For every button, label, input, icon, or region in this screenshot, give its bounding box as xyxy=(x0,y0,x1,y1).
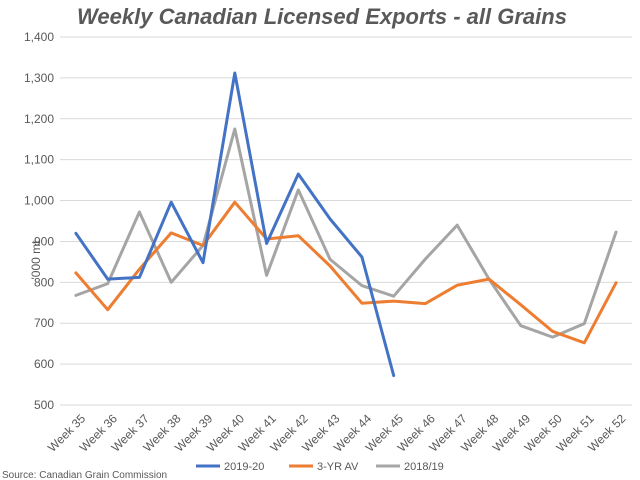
grid-layer xyxy=(60,36,632,406)
legend-label: 3-YR AV xyxy=(317,461,359,473)
y-tick-label: 1,400 xyxy=(24,30,54,44)
legend-label: 2019-20 xyxy=(224,461,264,473)
series-line-2018-19 xyxy=(74,127,618,339)
legend: 2019-20 3-YR AV 2018/19 xyxy=(196,461,444,473)
y-tick-label: 500 xyxy=(34,398,54,412)
y-tick-label: 800 xyxy=(34,275,54,289)
series-line-2019-20 xyxy=(74,71,396,378)
y-tick-label: 1,300 xyxy=(24,71,54,85)
y-axis-ticks: 500 600 700 800 900 1,000 1,100 1,200 1,300 1,400 xyxy=(24,30,54,412)
y-tick-label: 1,000 xyxy=(24,194,54,208)
y-tick-label: 1,200 xyxy=(24,112,54,126)
y-tick-label: 700 xyxy=(34,316,54,330)
series-line-3-yr-av xyxy=(74,200,618,345)
y-axis-label: '000 mt xyxy=(29,240,43,280)
y-tick-label: 1,100 xyxy=(24,153,54,167)
series-layer xyxy=(74,71,618,378)
y-tick-label: 900 xyxy=(34,234,54,248)
chart-title: Weekly Canadian Licensed Exports - all G… xyxy=(77,4,567,29)
source-note: Source: Canadian Grain Commission xyxy=(2,470,167,480)
y-tick-label: 600 xyxy=(34,357,54,371)
legend-label: 2018/19 xyxy=(404,461,444,473)
